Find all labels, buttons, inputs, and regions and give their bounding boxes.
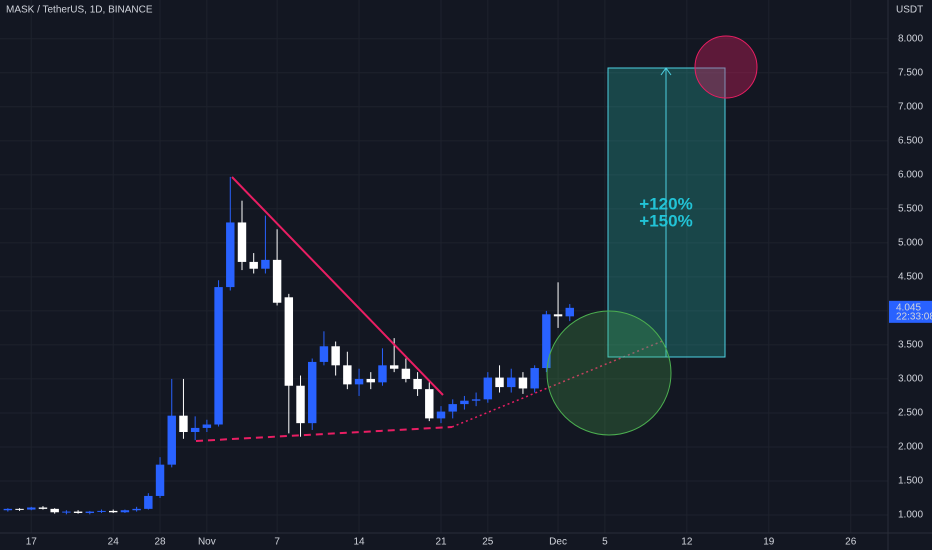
y-tick-label: 6.000 bbox=[898, 169, 923, 180]
x-tick-label: Nov bbox=[198, 537, 216, 548]
y-tick-label: 1.000 bbox=[898, 510, 923, 521]
x-tick-label: 5 bbox=[602, 537, 608, 548]
candle-body bbox=[85, 511, 95, 513]
candle-body bbox=[565, 307, 574, 317]
x-tick-label: 21 bbox=[435, 537, 447, 548]
target-circle bbox=[694, 35, 758, 99]
projection-line bbox=[451, 339, 666, 428]
support-circle bbox=[546, 310, 672, 436]
y-tick-label: 3.000 bbox=[898, 374, 923, 385]
candle-body bbox=[448, 404, 457, 412]
candle-body bbox=[249, 261, 258, 269]
candle-body bbox=[343, 365, 352, 385]
candle-body bbox=[144, 495, 153, 509]
trend-line bbox=[231, 176, 444, 396]
y-tick-label: 2.000 bbox=[898, 442, 923, 453]
support-line bbox=[195, 426, 453, 442]
candle-body bbox=[179, 415, 188, 432]
x-tick-label: 14 bbox=[353, 537, 365, 548]
candle-body bbox=[272, 259, 282, 303]
candle-body bbox=[190, 427, 200, 432]
candle-body bbox=[237, 222, 247, 262]
y-tick-label: 4.500 bbox=[898, 272, 923, 283]
candle-body bbox=[97, 510, 106, 512]
y-axis-label: USDT bbox=[896, 5, 923, 16]
candle-body bbox=[483, 377, 493, 400]
candle-body bbox=[284, 297, 294, 386]
x-tick-label: 12 bbox=[681, 537, 693, 548]
candle-body bbox=[331, 346, 340, 366]
y-tick-label: 2.500 bbox=[898, 408, 923, 419]
annotation: +150% bbox=[639, 211, 692, 230]
candle-body bbox=[413, 378, 422, 390]
candle-body bbox=[155, 464, 165, 496]
last-price: 4.045 bbox=[896, 302, 921, 313]
y-tick-label: 7.000 bbox=[898, 101, 923, 112]
x-tick-label: 7 bbox=[274, 537, 280, 548]
annotation: +120% bbox=[639, 194, 692, 213]
x-tick-label: 26 bbox=[845, 537, 857, 548]
chart-title: MASK / TetherUS, 1D, BINANCE bbox=[6, 5, 153, 16]
candle-body bbox=[378, 365, 387, 383]
candle-body bbox=[108, 510, 118, 513]
candle-body bbox=[471, 399, 481, 401]
candle-body bbox=[50, 508, 59, 513]
candle-body bbox=[15, 508, 24, 510]
y-tick-label: 3.500 bbox=[898, 340, 923, 351]
y-tick-label: 5.000 bbox=[898, 238, 923, 249]
candle-body bbox=[518, 377, 528, 389]
last-price-box bbox=[889, 300, 932, 323]
x-tick-label: 24 bbox=[108, 537, 120, 548]
candle-body bbox=[120, 510, 130, 513]
candle-body bbox=[167, 415, 176, 465]
candle-body bbox=[401, 368, 411, 379]
x-tick-label: Dec bbox=[549, 537, 567, 548]
candle-body bbox=[296, 385, 305, 424]
arrow-head bbox=[660, 67, 672, 76]
candle-body bbox=[460, 400, 469, 405]
y-tick-label: 5.500 bbox=[898, 203, 923, 214]
candle-body bbox=[553, 314, 563, 317]
x-tick-label: 28 bbox=[154, 537, 166, 548]
candle-body bbox=[319, 346, 329, 362]
candle-body bbox=[226, 222, 235, 288]
candle-body bbox=[62, 511, 71, 513]
x-tick-label: 19 bbox=[763, 537, 775, 548]
candle-body bbox=[425, 389, 434, 419]
candle-body bbox=[495, 377, 504, 388]
candle-body bbox=[354, 378, 364, 385]
x-tick-label: 17 bbox=[26, 537, 38, 548]
candle-body bbox=[202, 424, 212, 428]
candle-body bbox=[38, 507, 48, 509]
candle-body bbox=[3, 508, 13, 511]
candle-body bbox=[530, 368, 539, 389]
candle-body bbox=[436, 411, 446, 419]
countdown: 22:33:08 bbox=[896, 311, 932, 322]
candle-body bbox=[507, 377, 516, 388]
candle-body bbox=[214, 287, 223, 425]
candle-body bbox=[389, 365, 399, 369]
y-tick-label: 6.500 bbox=[898, 135, 923, 146]
grid bbox=[0, 0, 888, 533]
candle-body bbox=[132, 508, 141, 511]
axes: 1.0001.5002.0002.5003.0003.5004.0004.500… bbox=[26, 33, 932, 548]
candle-body bbox=[261, 259, 270, 269]
y-tick-label: 7.500 bbox=[898, 67, 923, 78]
x-tick-label: 25 bbox=[482, 537, 494, 548]
drawings: +120% +150% bbox=[195, 35, 758, 442]
y-tick-label: 1.500 bbox=[898, 476, 923, 487]
y-tick-label: 8.000 bbox=[898, 33, 923, 44]
candle-body bbox=[27, 507, 36, 510]
candle-body bbox=[308, 361, 317, 424]
candle-body bbox=[366, 378, 375, 383]
candle-body bbox=[73, 511, 83, 513]
candle-body bbox=[542, 314, 551, 369]
candles bbox=[3, 176, 574, 515]
